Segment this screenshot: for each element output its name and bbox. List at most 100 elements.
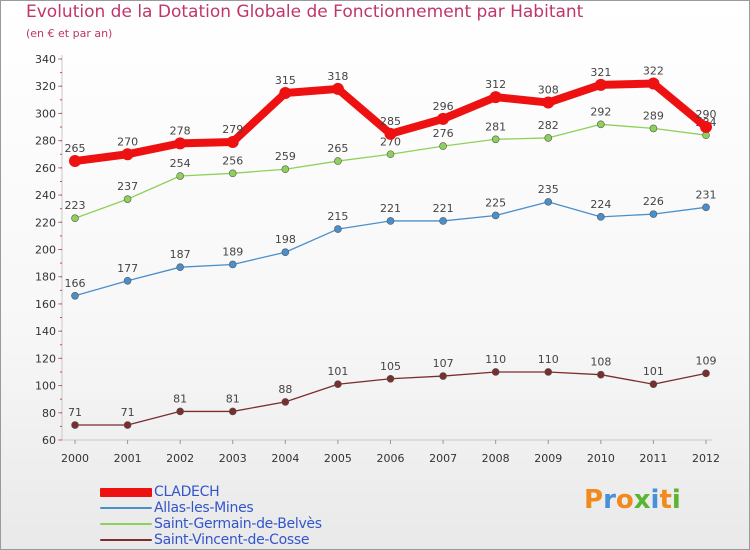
data-label: 81 <box>173 392 187 405</box>
data-point <box>386 217 395 225</box>
data-point <box>69 155 81 168</box>
y-tick-label: 100 <box>35 380 56 393</box>
data-point <box>334 157 342 165</box>
legend-item: Allas-les-Mines <box>100 500 400 516</box>
data-point <box>649 210 658 218</box>
y-tick-label: 280 <box>35 135 56 148</box>
data-point <box>597 213 605 221</box>
logo-letter: x <box>633 485 651 515</box>
x-tick-label: 2011 <box>639 452 667 465</box>
data-point <box>597 370 605 379</box>
data-point <box>544 368 553 376</box>
data-label: 282 <box>538 119 559 132</box>
data-point <box>439 372 447 380</box>
data-point <box>121 148 134 161</box>
data-label: 285 <box>380 115 401 128</box>
y-tick-label: 300 <box>35 107 56 120</box>
chart-title: Evolution de la Dotation Globale de Fonc… <box>26 2 584 22</box>
data-point <box>123 421 132 429</box>
data-point <box>386 374 395 383</box>
data-point <box>226 136 239 149</box>
legend-swatch <box>100 507 152 509</box>
data-label: 108 <box>590 356 611 369</box>
data-label: 105 <box>380 360 401 373</box>
y-tick-label: 240 <box>35 189 56 202</box>
data-label: 107 <box>433 357 454 370</box>
data-point <box>71 291 79 300</box>
data-point <box>331 82 344 95</box>
data-label: 225 <box>485 196 506 209</box>
x-tick-label: 2003 <box>219 452 247 465</box>
x-tick-label: 2004 <box>271 452 299 465</box>
data-point <box>334 380 342 389</box>
x-tick-label: 2008 <box>482 452 510 465</box>
data-label: 231 <box>696 188 717 201</box>
data-label: 235 <box>538 183 559 196</box>
data-label: 71 <box>121 406 135 419</box>
y-tick-label: 180 <box>35 271 56 284</box>
data-label: 254 <box>170 157 191 170</box>
data-label: 256 <box>222 154 243 167</box>
data-label: 279 <box>222 123 243 136</box>
data-point <box>700 121 712 134</box>
data-label: 88 <box>278 383 292 396</box>
data-point <box>123 276 132 285</box>
data-label: 259 <box>275 150 296 163</box>
x-tick-label: 2006 <box>377 452 405 465</box>
data-point <box>647 77 660 90</box>
legend-item: CLADECH <box>100 484 400 500</box>
logo-letter: r <box>603 485 616 515</box>
data-point <box>176 407 184 416</box>
x-tick-label: 2012 <box>692 452 720 465</box>
logo-letter: o <box>615 485 634 515</box>
data-label: 110 <box>485 353 506 366</box>
data-point <box>437 112 450 125</box>
logo-letter: P <box>584 485 604 515</box>
data-point <box>176 263 184 271</box>
y-tick-label: 260 <box>35 162 56 175</box>
y-tick-label: 160 <box>35 298 56 311</box>
data-label: 312 <box>485 78 506 91</box>
data-point <box>176 172 184 180</box>
data-label: 289 <box>643 109 664 122</box>
y-tick-label: 80 <box>42 407 56 420</box>
y-tick-label: 220 <box>35 216 56 229</box>
data-label: 166 <box>65 277 86 290</box>
data-label: 265 <box>327 142 348 155</box>
x-tick-label: 2000 <box>61 452 89 465</box>
logo-letter: i <box>671 485 681 515</box>
data-point <box>594 78 607 91</box>
legend-label: Saint-Germain-de-Belvès <box>154 516 322 532</box>
data-point <box>71 214 79 223</box>
data-label: 290 <box>696 108 717 121</box>
legend-swatch <box>100 523 152 525</box>
data-point <box>334 225 342 233</box>
x-tick-label: 2007 <box>429 452 457 465</box>
data-label: 296 <box>433 100 454 113</box>
data-point <box>279 87 292 100</box>
data-label: 270 <box>117 135 138 148</box>
legend-swatch <box>100 539 152 541</box>
data-point <box>386 150 395 159</box>
data-label: 237 <box>117 180 138 193</box>
proxiti-logo: Proxiti <box>584 485 681 515</box>
data-label: 276 <box>433 127 454 140</box>
logo-letter: t <box>659 485 672 515</box>
legend-label: Allas-les-Mines <box>154 500 254 516</box>
data-label: 226 <box>643 195 664 208</box>
data-point <box>71 421 79 429</box>
data-label: 308 <box>538 84 559 97</box>
data-point <box>281 398 290 406</box>
data-point <box>489 91 502 104</box>
data-point <box>649 124 658 133</box>
data-label: 270 <box>380 135 401 148</box>
logo-letter: i <box>650 485 660 515</box>
y-tick-label: 140 <box>35 325 56 338</box>
data-label: 177 <box>117 262 138 275</box>
x-tick-label: 2010 <box>587 452 615 465</box>
data-label: 198 <box>275 233 296 246</box>
data-label: 281 <box>485 120 506 133</box>
x-tick-label: 2002 <box>166 452 194 465</box>
